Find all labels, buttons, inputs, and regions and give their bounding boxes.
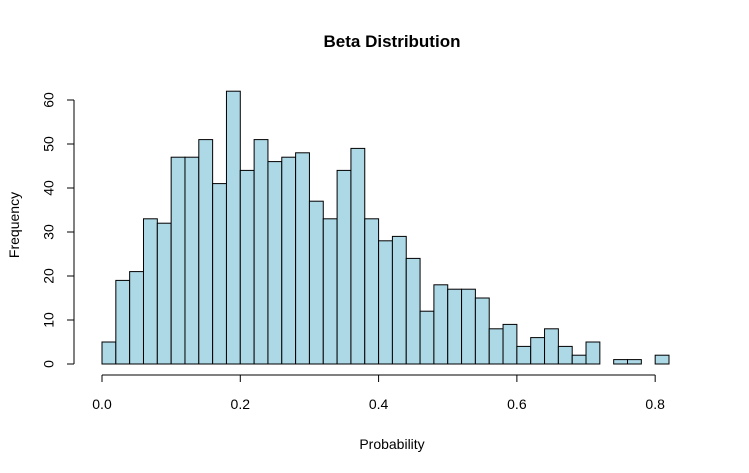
y-axis: 0 10 20 30 40 50 60 [41,92,75,368]
histogram-bar [654,354,670,365]
histogram-bar [488,328,504,365]
histogram-bar [613,359,629,365]
histogram-bar [336,169,352,365]
histogram-bar [129,271,144,365]
histogram-bar [281,156,297,365]
histogram-bar [364,218,380,365]
histogram-bar [225,90,241,365]
histogram-bar [170,156,186,365]
histogram-bar [308,200,324,365]
y-tick-label: 60 [41,92,57,108]
histogram-bar [350,147,366,365]
histogram-bar [184,156,200,365]
chart-title: Beta Distribution [324,32,461,51]
x-axis: 0.0 0.2 0.4 0.6 0.8 [92,374,665,412]
histogram-bar [391,235,407,365]
histogram-bar [156,222,172,365]
y-tick-label: 20 [41,268,57,284]
y-axis-label: Frequency [6,192,22,258]
histogram-bar [322,218,338,365]
y-tick-label: 10 [41,312,57,328]
histogram-bar [627,359,642,365]
histogram-bar [101,341,117,365]
histogram-bar [267,161,283,365]
x-tick-label: 0.6 [507,396,527,412]
histogram-bar [433,284,449,365]
histogram-bar [544,328,559,365]
histogram-bar [115,279,131,365]
bars-group [101,90,670,365]
x-tick-label: 0.2 [231,396,251,412]
histogram-bar [447,288,463,365]
histogram-bar [419,310,435,365]
y-tick-label: 30 [41,224,57,240]
histogram-bar [212,183,227,365]
histogram-bar [142,218,158,365]
histogram-bar [585,341,601,365]
histogram-bar [461,288,476,365]
histogram-bar [198,139,214,365]
histogram-bar [253,139,269,365]
histogram-bar [571,354,587,365]
histogram-bar [516,345,532,365]
x-tick-label: 0.4 [369,396,389,412]
x-tick-label: 0.8 [645,396,665,412]
y-tick-label: 0 [41,360,57,368]
histogram-bar [474,297,490,365]
histogram-bar [378,240,393,365]
x-axis-label: Probability [359,436,424,452]
histogram-bar [530,337,546,365]
histogram-bar [557,345,573,365]
histogram-bar [295,152,310,365]
x-tick-label: 0.0 [92,396,112,412]
histogram-bar [239,169,255,365]
histogram-bar [502,323,518,365]
y-tick-label: 50 [41,136,57,152]
histogram-bar [405,257,421,365]
y-tick-label: 40 [41,180,57,196]
